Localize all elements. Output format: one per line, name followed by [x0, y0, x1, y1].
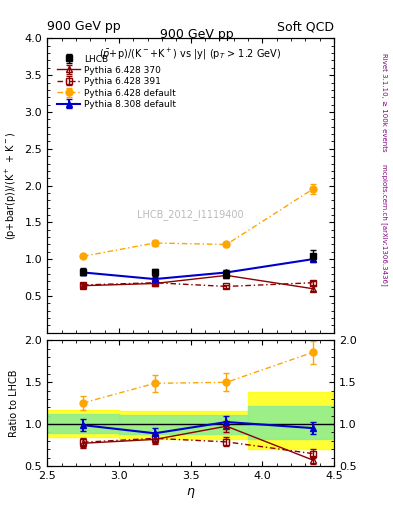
Text: Rivet 3.1.10, ≥ 100k events: Rivet 3.1.10, ≥ 100k events: [381, 53, 387, 152]
Y-axis label: Ratio to LHCB: Ratio to LHCB: [9, 370, 19, 437]
X-axis label: $\eta$: $\eta$: [186, 486, 195, 500]
Text: 900 GeV pp: 900 GeV pp: [47, 20, 121, 33]
Text: LHCB_2012_I1119400: LHCB_2012_I1119400: [137, 209, 244, 221]
Y-axis label: (p+bar(p))/(K$^+$ + K$^-$): (p+bar(p))/(K$^+$ + K$^-$): [4, 131, 19, 240]
Text: ($\bar{p}$+p)/(K$^-$+K$^+$) vs |y| (p$_T$ > 1.2 GeV): ($\bar{p}$+p)/(K$^-$+K$^+$) vs |y| (p$_T…: [99, 47, 282, 62]
Text: Soft QCD: Soft QCD: [277, 20, 334, 33]
Text: mcplots.cern.ch [arXiv:1306.3436]: mcplots.cern.ch [arXiv:1306.3436]: [381, 164, 388, 286]
Text: 900 GeV pp: 900 GeV pp: [160, 28, 233, 41]
Legend: LHCB, Pythia 6.428 370, Pythia 6.428 391, Pythia 6.428 default, Pythia 8.308 def: LHCB, Pythia 6.428 370, Pythia 6.428 391…: [55, 52, 179, 112]
